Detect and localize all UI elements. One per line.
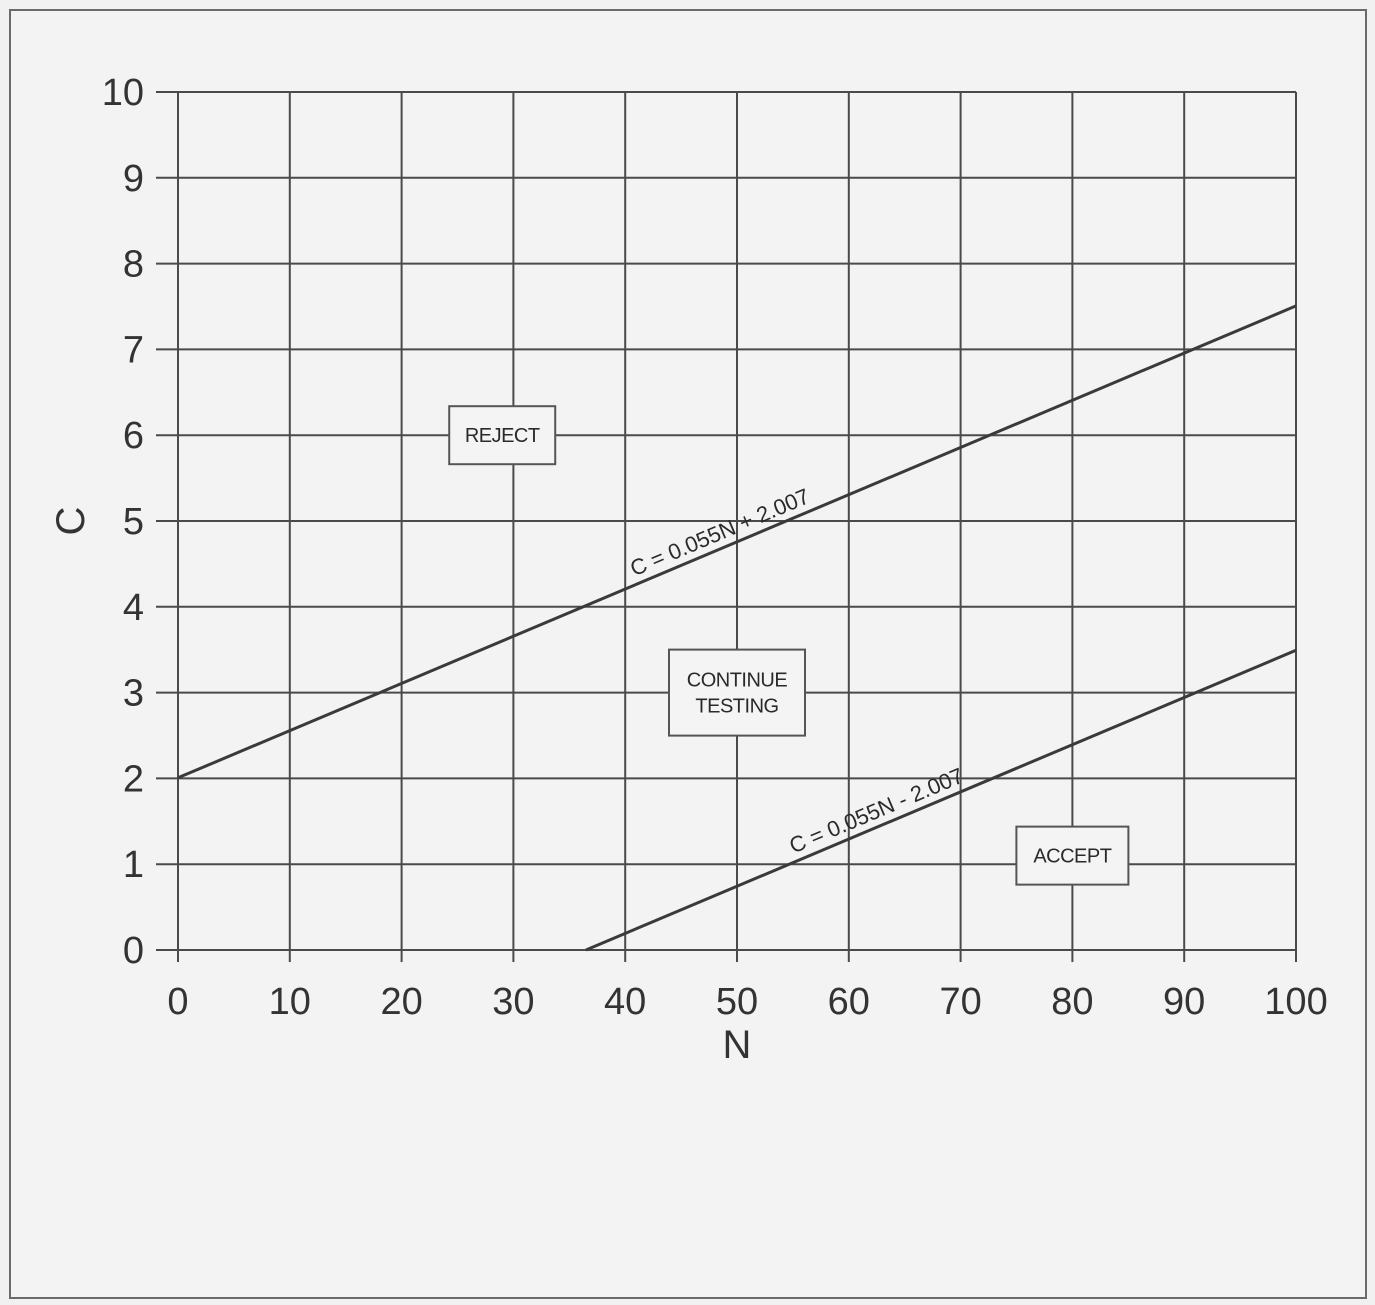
region-labels: REJECT CONTINUE TESTING ACCEPT <box>448 405 1130 886</box>
region-text: REJECT <box>465 425 540 447</box>
y-tick-label: 1 <box>123 844 144 886</box>
series-line <box>585 648 1297 952</box>
y-tick-label: 2 <box>123 758 144 800</box>
region-text: TESTING <box>695 696 778 718</box>
region-label-box: CONTINUE TESTING <box>668 648 806 737</box>
y-tick-label: 10 <box>102 72 144 114</box>
x-tick-label: 70 <box>939 981 981 1023</box>
y-tick-label: 4 <box>123 587 144 629</box>
x-tick-label: 20 <box>380 981 422 1023</box>
region-label-box: ACCEPT <box>1015 825 1130 886</box>
region-text: CONTINUE <box>687 670 788 692</box>
y-tick-label: 9 <box>123 158 144 200</box>
x-tick-label: 100 <box>1264 981 1327 1023</box>
y-axis-title: C <box>49 507 93 536</box>
x-tick-label: 30 <box>492 981 534 1023</box>
series-label: C = 0.055N + 2.007 <box>626 483 813 581</box>
y-tick-label: 3 <box>123 673 144 715</box>
x-tick-label: 50 <box>716 981 758 1023</box>
y-tick-label: 5 <box>123 501 144 543</box>
series-lines <box>177 304 1297 952</box>
y-tick-label: 8 <box>123 244 144 286</box>
region-text: ACCEPT <box>1033 846 1111 868</box>
series-label-group: C = 0.055N - 2.007 <box>786 763 968 859</box>
series-label: C = 0.055N - 2.007 <box>786 763 968 859</box>
x-tick-label: 80 <box>1051 981 1093 1023</box>
x-axis-title: N <box>723 1023 752 1067</box>
region-box-outline <box>1015 825 1130 886</box>
y-tick-label: 7 <box>123 329 144 371</box>
y-tick-label: 0 <box>123 930 144 972</box>
grid <box>156 91 1297 962</box>
region-box-outline <box>448 405 557 466</box>
y-tick-label: 6 <box>123 415 144 457</box>
region-label-box: REJECT <box>448 405 557 466</box>
x-tick-label: 90 <box>1163 981 1205 1023</box>
tick-labels: 0 10 20 30 40 50 60 70 80 90 100 0 1 2 3 4 5 6 7 8 9 10 <box>102 72 1328 1023</box>
x-tick-label: 10 <box>269 981 311 1023</box>
region-box-outline <box>668 648 806 737</box>
x-tick-label: 40 <box>604 981 646 1023</box>
x-tick-label: 60 <box>828 981 870 1023</box>
x-tick-label: 0 <box>167 981 188 1023</box>
series-line <box>177 304 1297 780</box>
series-label-group: C = 0.055N + 2.007 <box>626 483 813 581</box>
